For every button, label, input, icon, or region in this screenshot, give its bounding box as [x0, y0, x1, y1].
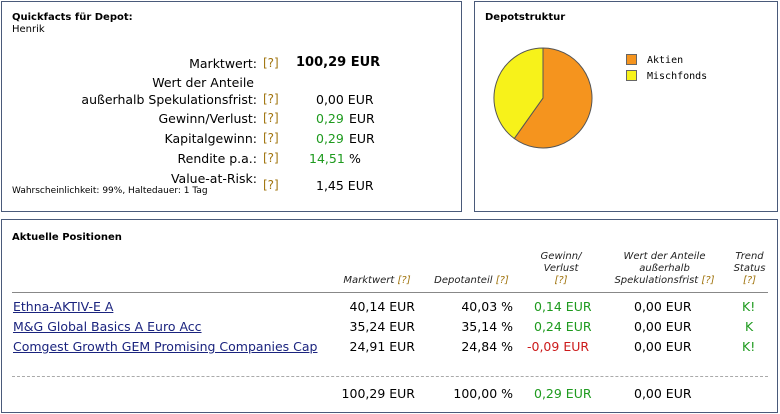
depot-owner: Henrik	[12, 24, 45, 35]
value-at-risk-value: 1,45 EUR	[316, 178, 374, 193]
header-wert-anteile: Wert der Anteile außerhalb Spekulationsf…	[602, 251, 727, 287]
position-wert: 0,00 EUR	[634, 339, 692, 354]
header-trend-status: Trend Status [?]	[727, 251, 772, 287]
header-depotanteil-label: Depotanteil	[434, 275, 493, 286]
header-wert-line2: außerhalb	[639, 263, 690, 274]
gewinn-verlust-label: Gewinn/Verlust:	[158, 111, 257, 126]
position-gewinn-value: 0,24 EUR	[534, 319, 592, 334]
position-gewinn-value: 0,14 EUR	[534, 299, 592, 314]
position-link-mg-global-basics[interactable]: M&G Global Basics A Euro Acc	[13, 319, 202, 334]
header-gewinn-verlust: Gewinn/ Verlust [?]	[527, 251, 595, 287]
legend-swatch-mischfonds	[626, 70, 637, 81]
position-anteil: 40,03 %	[461, 299, 513, 314]
header-marktwert: Marktwert [?]	[332, 275, 422, 287]
header-wert-line3: Spekulationsfrist	[614, 275, 699, 286]
position-marktwert: 40,14 EUR	[349, 299, 416, 314]
header-wert-line1: Wert der Anteile	[623, 251, 706, 262]
legend-label-aktien: Aktien	[647, 55, 684, 66]
header-gewinn-line2: Verlust	[543, 263, 579, 274]
position-gewinn: 0,24 EUR	[534, 319, 592, 334]
total-wert: 0,00 EUR	[634, 386, 692, 401]
legend-swatch-aktien	[626, 54, 637, 65]
position-marktwert: 24,91 EUR	[349, 339, 416, 354]
depotstruktur-panel: Depotstruktur Aktien Mischfonds	[474, 1, 778, 212]
total-gewinn-value: 0,29 EUR	[534, 386, 592, 401]
legend-label-mischfonds: Mischfonds	[647, 71, 708, 82]
rendite-unit: %	[349, 151, 361, 166]
kapitalgewinn-label: Kapitalgewinn:	[164, 131, 257, 146]
wert-anteile-label-line1: Wert der Anteile	[152, 75, 254, 90]
quickfacts-title: Quickfacts für Depot:	[12, 12, 133, 23]
position-wert: 0,00 EUR	[634, 299, 692, 314]
position-gewinn-value: -0,09 EUR	[527, 339, 590, 354]
rendite-value: 14,51	[309, 151, 345, 166]
depotstruktur-title: Depotstruktur	[485, 12, 566, 23]
pie-slice-aktien	[513, 47, 593, 149]
position-gewinn: -0,09 EUR	[527, 339, 589, 354]
marktwert-label: Marktwert:	[189, 56, 257, 71]
kapitalgewinn-help-link[interactable]: [?]	[263, 131, 279, 145]
wert-anteile-value: 0,00 EUR	[316, 92, 374, 107]
positions-panel: Aktuelle Positionen Marktwert [?] Depota…	[1, 219, 778, 413]
marktwert-value: 100,29 EUR	[296, 55, 381, 70]
total-gewinn: 0,29 EUR	[534, 386, 592, 401]
header-gewinn-help-link[interactable]: [?]	[554, 275, 568, 286]
totals-divider	[12, 376, 768, 377]
header-depotanteil-help-link[interactable]: [?]	[495, 275, 509, 286]
value-at-risk-help-link[interactable]: [?]	[263, 178, 279, 192]
position-link-comgest[interactable]: Comgest Growth GEM Promising Companies C…	[13, 339, 318, 354]
pie-chart	[493, 47, 593, 149]
header-marktwert-help-link[interactable]: [?]	[397, 275, 411, 286]
value-at-risk-label: Value-at-Risk:	[170, 171, 257, 186]
position-trend-status: K	[745, 319, 754, 334]
position-anteil: 24,84 %	[461, 339, 513, 354]
header-gewinn-line1: Gewinn/	[540, 251, 582, 262]
position-trend-status: K!	[742, 339, 756, 354]
position-anteil: 35,14 %	[461, 319, 513, 334]
position-gewinn: 0,14 EUR	[534, 299, 592, 314]
kapitalgewinn-value: 0,29	[316, 131, 344, 146]
header-depotanteil: Depotanteil [?]	[424, 275, 519, 287]
rendite-label: Rendite p.a.:	[177, 151, 257, 166]
header-divider	[12, 292, 768, 293]
header-wert-help-link[interactable]: [?]	[701, 275, 715, 286]
positions-title: Aktuelle Positionen	[12, 232, 122, 243]
header-trend-line2: Status	[733, 263, 766, 274]
total-anteil: 100,00 %	[453, 386, 513, 401]
position-link-ethna[interactable]: Ethna-AKTIV-E A	[13, 299, 114, 314]
pie-slice-mischfonds	[493, 47, 544, 140]
kapitalgewinn-unit: EUR	[349, 131, 375, 146]
position-marktwert: 35,24 EUR	[349, 319, 416, 334]
marktwert-help-link[interactable]: [?]	[263, 56, 279, 70]
rendite-help-link[interactable]: [?]	[263, 151, 279, 165]
gewinn-verlust-help-link[interactable]: [?]	[263, 111, 279, 125]
total-marktwert: 100,29 EUR	[341, 386, 415, 401]
header-marktwert-label: Marktwert	[343, 275, 395, 286]
wert-anteile-help-link[interactable]: [?]	[263, 92, 279, 106]
position-trend-status: K!	[742, 299, 756, 314]
position-wert: 0,00 EUR	[634, 319, 692, 334]
quickfacts-panel: Quickfacts für Depot: Henrik Marktwert: …	[1, 1, 462, 212]
header-trend-help-link[interactable]: [?]	[742, 275, 757, 286]
gewinn-verlust-value: 0,29	[316, 111, 344, 126]
wert-anteile-label-line2: außerhalb Spekulationsfrist:	[81, 92, 257, 107]
header-trend-line1: Trend	[735, 251, 764, 262]
value-at-risk-note: Wahrscheinlichkeit: 99%, Haltedauer: 1 T…	[12, 186, 208, 196]
gewinn-verlust-unit: EUR	[349, 111, 375, 126]
